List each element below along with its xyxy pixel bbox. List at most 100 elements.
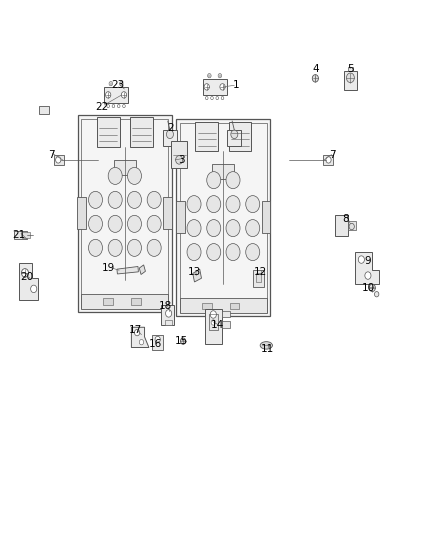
- Bar: [161, 305, 174, 325]
- Circle shape: [88, 215, 102, 232]
- Text: 4: 4: [312, 64, 319, 74]
- Polygon shape: [19, 263, 38, 300]
- Text: 10: 10: [361, 283, 374, 293]
- Circle shape: [180, 338, 186, 344]
- Circle shape: [108, 191, 122, 208]
- Circle shape: [187, 244, 201, 261]
- Bar: [335, 215, 348, 236]
- Text: 2: 2: [167, 123, 174, 133]
- Text: 17: 17: [129, 326, 142, 335]
- Bar: [195, 122, 218, 151]
- Bar: [81, 294, 168, 309]
- Circle shape: [207, 220, 221, 237]
- Bar: [348, 221, 356, 230]
- Circle shape: [56, 157, 61, 163]
- Circle shape: [155, 336, 160, 343]
- Text: 9: 9: [364, 256, 371, 266]
- Circle shape: [221, 96, 224, 100]
- Circle shape: [187, 220, 201, 237]
- Circle shape: [108, 215, 122, 232]
- Bar: [176, 201, 185, 233]
- Circle shape: [207, 244, 221, 261]
- Circle shape: [207, 172, 221, 189]
- Circle shape: [147, 239, 161, 256]
- Bar: [114, 160, 136, 175]
- Text: 14: 14: [211, 320, 224, 330]
- Bar: [348, 67, 353, 71]
- Bar: [81, 119, 168, 308]
- Circle shape: [231, 130, 238, 139]
- Text: 20: 20: [21, 272, 34, 282]
- Circle shape: [108, 239, 122, 256]
- Text: 5: 5: [347, 64, 354, 74]
- Circle shape: [226, 196, 240, 213]
- Bar: [163, 130, 177, 146]
- Text: 1: 1: [233, 80, 240, 90]
- Circle shape: [139, 340, 144, 345]
- Circle shape: [246, 244, 260, 261]
- Circle shape: [120, 82, 123, 86]
- Text: 19: 19: [102, 263, 115, 273]
- Bar: [202, 79, 227, 95]
- Circle shape: [365, 272, 371, 279]
- Circle shape: [218, 74, 222, 78]
- Circle shape: [312, 75, 318, 82]
- Bar: [180, 123, 267, 312]
- Ellipse shape: [260, 342, 272, 349]
- Text: 18: 18: [159, 302, 172, 311]
- Circle shape: [31, 285, 37, 293]
- Circle shape: [112, 104, 115, 108]
- Text: 12: 12: [254, 267, 267, 277]
- Circle shape: [374, 292, 379, 297]
- Bar: [253, 270, 264, 287]
- Circle shape: [88, 239, 102, 256]
- Circle shape: [127, 167, 141, 184]
- Circle shape: [208, 74, 211, 78]
- Circle shape: [226, 244, 240, 261]
- Circle shape: [166, 130, 173, 139]
- Circle shape: [326, 157, 331, 163]
- Circle shape: [127, 239, 141, 256]
- Bar: [180, 298, 267, 313]
- Text: 15: 15: [175, 336, 188, 346]
- Polygon shape: [131, 327, 149, 348]
- Text: 13: 13: [188, 267, 201, 277]
- Text: 22: 22: [95, 102, 109, 111]
- Bar: [222, 311, 230, 317]
- Text: 23: 23: [112, 80, 125, 90]
- Bar: [152, 335, 163, 350]
- Bar: [77, 197, 86, 229]
- Circle shape: [187, 196, 201, 213]
- Circle shape: [210, 311, 216, 318]
- Bar: [202, 303, 212, 309]
- Bar: [131, 298, 141, 305]
- Circle shape: [117, 104, 120, 108]
- Bar: [222, 321, 230, 328]
- Circle shape: [226, 172, 240, 189]
- Bar: [171, 141, 187, 168]
- Bar: [97, 117, 120, 147]
- Circle shape: [220, 84, 225, 90]
- Bar: [212, 164, 234, 179]
- Circle shape: [107, 104, 110, 108]
- Circle shape: [147, 215, 161, 232]
- Bar: [209, 314, 218, 330]
- Bar: [163, 197, 172, 229]
- Circle shape: [123, 104, 125, 108]
- Circle shape: [121, 92, 127, 98]
- Bar: [176, 119, 271, 316]
- Circle shape: [246, 196, 260, 213]
- Bar: [54, 155, 64, 165]
- Text: 3: 3: [178, 155, 185, 165]
- Bar: [262, 201, 271, 233]
- Polygon shape: [139, 265, 145, 274]
- Text: 8: 8: [343, 214, 350, 223]
- Bar: [104, 87, 128, 103]
- Bar: [323, 155, 333, 165]
- Circle shape: [106, 92, 111, 98]
- Circle shape: [204, 84, 209, 90]
- Polygon shape: [355, 252, 379, 284]
- Circle shape: [349, 223, 354, 230]
- Circle shape: [358, 256, 364, 263]
- Bar: [165, 320, 172, 325]
